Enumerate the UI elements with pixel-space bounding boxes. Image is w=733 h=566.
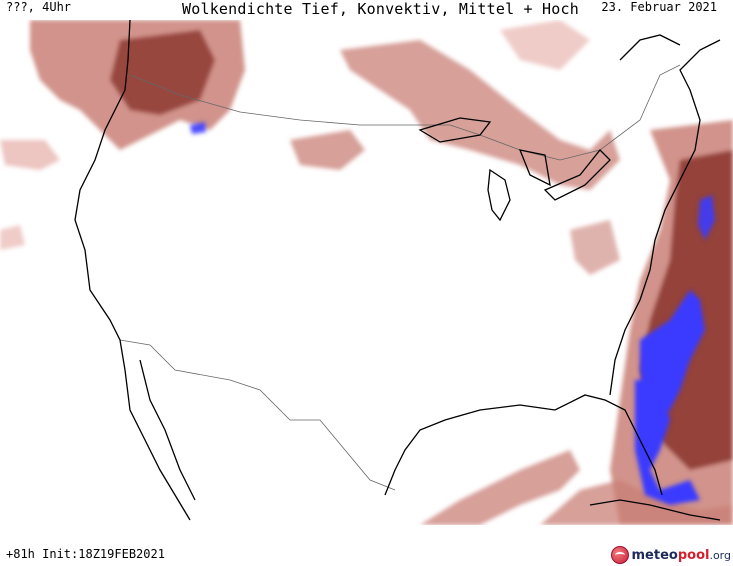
logo-text-meteo: meteo — [631, 547, 678, 563]
cloud-area-northwest-core — [110, 30, 215, 115]
map-title: Wolkendichte Tief, Konvektiv, Mittel + H… — [182, 0, 579, 18]
cloud-area-great-lakes — [340, 40, 620, 190]
cloud-area-west-offshore-2 — [0, 225, 25, 250]
run-label: ???, 4Uhr — [6, 0, 72, 14]
forecast-date: 23. Februar 2021 — [601, 0, 717, 14]
logo-text-org: .org — [709, 548, 731, 562]
border-lines — [119, 64, 681, 491]
gulf-coastline — [384, 394, 663, 496]
max-density-northeast — [698, 195, 715, 240]
cloud-area-midatlantic — [570, 220, 620, 275]
cloud-area-quebec — [500, 20, 590, 70]
baja-coastline — [139, 359, 196, 501]
east-coastline — [609, 39, 721, 396]
max-density-northwest — [190, 122, 206, 134]
logo-text-pool: pool — [677, 547, 710, 563]
cloud-cover-layer — [0, 20, 733, 525]
hudson-bay-coast — [619, 34, 681, 61]
us-canada-border — [129, 64, 681, 161]
cloud-area-gulf — [420, 450, 580, 525]
meteopool-logo[interactable]: meteo pool .org — [610, 545, 731, 565]
lake-michigan — [487, 168, 511, 222]
cuba-coastline — [589, 499, 721, 521]
weather-map — [0, 20, 733, 525]
us-mexico-border — [119, 339, 396, 491]
cloud-area-plains — [290, 130, 365, 170]
cloud-area-west-offshore — [0, 140, 60, 170]
lake-erie-ontario — [543, 149, 611, 201]
max-density-layer — [190, 122, 715, 505]
forecast-info: +81h Init:18Z19FEB2021 — [6, 547, 165, 561]
lake-huron — [518, 149, 551, 187]
west-coastline — [74, 20, 191, 521]
meteopool-icon — [610, 546, 629, 564]
coastlines — [74, 20, 721, 521]
lake-superior — [418, 117, 492, 143]
max-density-southeast — [635, 380, 700, 505]
